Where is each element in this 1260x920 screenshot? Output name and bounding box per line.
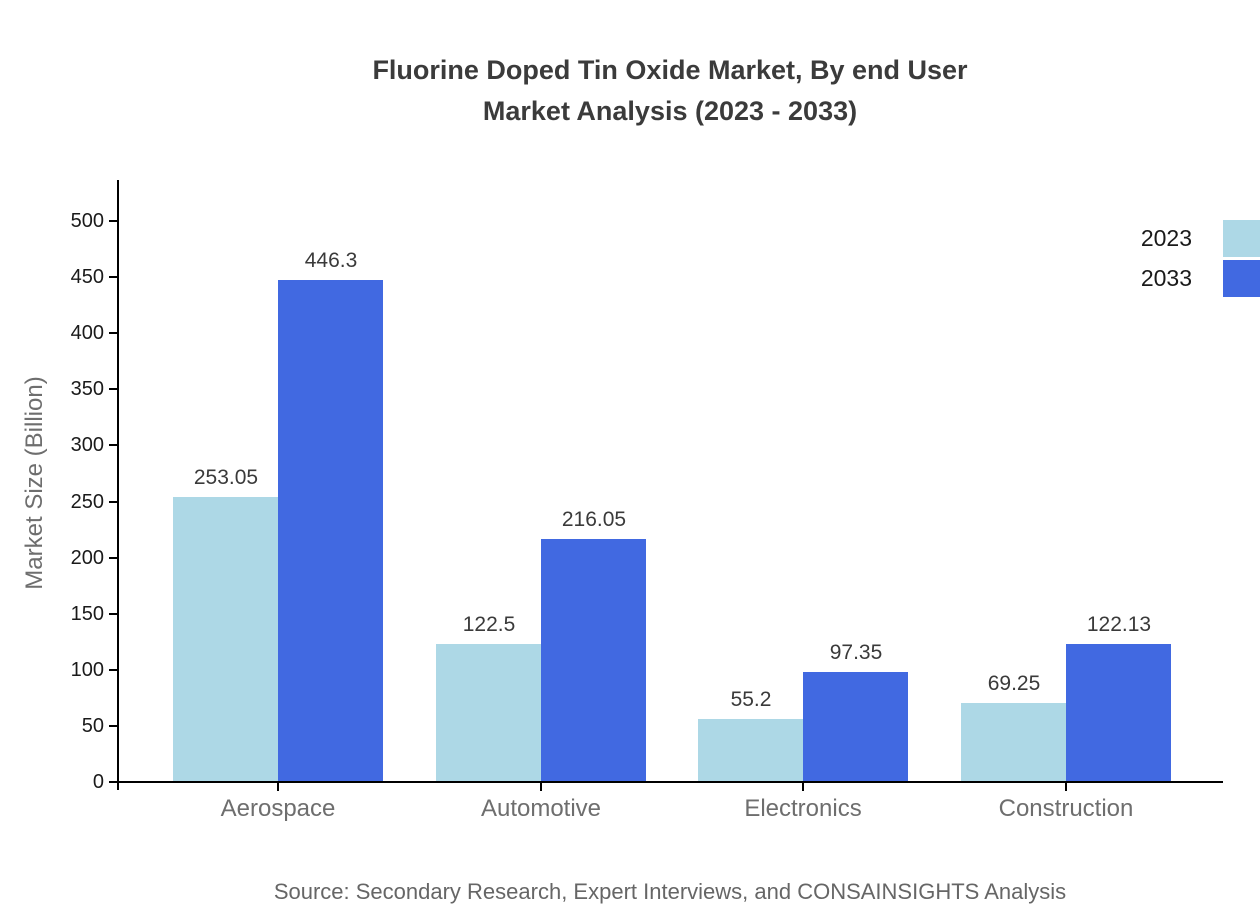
y-tick: [109, 444, 117, 446]
x-tick: [540, 783, 542, 791]
y-axis-line: [117, 180, 119, 790]
legend-item-2023: 2023: [1060, 218, 1260, 258]
y-tick: [109, 220, 117, 222]
y-tick-label: 50: [81, 715, 104, 737]
y-tick-label: 150: [70, 603, 104, 625]
y-tick-label: 100: [70, 659, 104, 681]
bar-value-label: 97.35: [829, 641, 883, 664]
y-tick: [109, 276, 117, 278]
x-axis-category-label: Aerospace: [220, 795, 336, 822]
bar-2023: [173, 497, 278, 781]
bar-2033: [803, 672, 908, 781]
x-tick: [1065, 783, 1067, 791]
x-tick: [277, 783, 279, 791]
y-tick: [109, 332, 117, 334]
chart-title-line1: Fluorine Doped Tin Oxide Market, By end …: [372, 55, 968, 85]
y-tick: [109, 557, 117, 559]
x-axis-category-label: Electronics: [744, 795, 862, 822]
bar-value-label: 253.05: [193, 466, 259, 489]
bar-value-label: 122.5: [462, 613, 516, 636]
bar-2033: [278, 280, 383, 781]
y-tick-label: 200: [70, 547, 104, 569]
chart-title: Fluorine Doped Tin Oxide Market, By end …: [80, 50, 1260, 132]
y-tick: [109, 613, 117, 615]
bar-value-label: 69.25: [987, 672, 1041, 695]
bar-2023: [961, 703, 1066, 781]
chart-title-line2: Market Analysis (2023 - 2033): [482, 96, 858, 126]
x-axis-category-label: Automotive: [480, 795, 602, 822]
x-axis-category-label: Construction: [998, 795, 1134, 822]
y-tick: [109, 388, 117, 390]
y-tick: [109, 781, 117, 783]
legend-swatch: [1223, 260, 1260, 297]
legend-item-2033: 2033: [1060, 258, 1260, 298]
x-tick: [802, 783, 804, 791]
bar-2023: [698, 719, 803, 781]
bar-value-label: 216.05: [561, 508, 627, 531]
bar-2023: [436, 644, 541, 781]
y-tick-label: 0: [92, 771, 104, 793]
legend: 2023 2033: [1060, 218, 1260, 298]
x-axis-line: [117, 781, 1223, 783]
y-tick-label: 500: [70, 210, 104, 232]
legend-label: 2023: [1140, 225, 1192, 251]
y-tick-label: 350: [70, 378, 104, 400]
bar-value-label: 122.13: [1086, 613, 1152, 636]
y-tick: [109, 725, 117, 727]
y-tick-label: 300: [70, 434, 104, 456]
y-tick-label: 250: [70, 491, 104, 513]
bar-2033: [541, 539, 646, 781]
y-tick-label: 400: [70, 322, 104, 344]
y-tick: [109, 669, 117, 671]
y-tick-label: 450: [70, 266, 104, 288]
bar-value-label: 55.2: [730, 688, 772, 711]
legend-swatch: [1223, 220, 1260, 257]
legend-label: 2033: [1140, 265, 1192, 291]
y-tick: [109, 501, 117, 503]
bar-value-label: 446.3: [304, 249, 358, 272]
bar-2033: [1066, 644, 1171, 781]
source-note: Source: Secondary Research, Expert Inter…: [273, 879, 1067, 904]
